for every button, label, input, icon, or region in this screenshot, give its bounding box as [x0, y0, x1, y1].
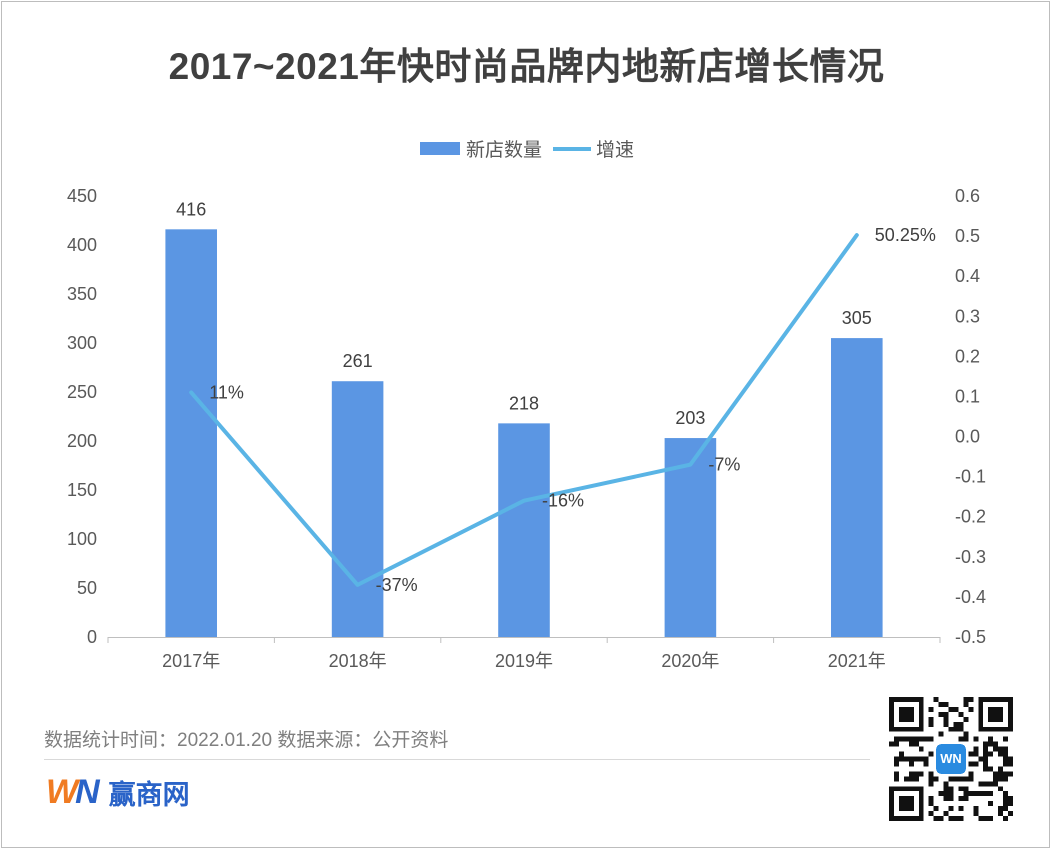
left-tick-label: 400 — [67, 235, 97, 255]
x-tick-label: 2021年 — [828, 651, 886, 671]
left-axis: 0 50 100 150 200 250 300 350 400 450 — [67, 186, 97, 647]
x-axis: 2017年 2018年 2019年 2020年 2021年 — [107, 637, 941, 671]
line-value-label: -7% — [708, 455, 740, 475]
left-tick-label: 350 — [67, 284, 97, 304]
left-tick-label: 100 — [67, 529, 97, 549]
bar-series — [165, 229, 883, 637]
line-value-label: -16% — [542, 491, 584, 511]
brand-name: 赢商网 — [108, 779, 190, 810]
x-tick-label: 2017年 — [162, 651, 220, 671]
bar-value-label: 203 — [675, 408, 705, 428]
right-tick-label: -0.3 — [955, 547, 986, 567]
left-tick-label: 200 — [67, 431, 97, 451]
legend: 新店数量 增速 — [420, 139, 634, 161]
bar — [664, 438, 717, 637]
data-labels: 416 261 218 203 305 11% -37% -16% -7% 50.25% — [176, 199, 936, 595]
left-tick-label: 300 — [67, 333, 97, 353]
qr-center-badge — [936, 744, 966, 774]
bar — [831, 338, 883, 637]
right-tick-label: 0.4 — [955, 266, 980, 286]
qr-code: WN — [889, 697, 1013, 821]
right-tick-label: 0.1 — [955, 386, 980, 406]
line-value-label: 50.25% — [875, 225, 936, 245]
right-tick-label: 0.3 — [955, 306, 980, 326]
x-tick-label: 2019年 — [495, 651, 553, 671]
line-value-label: -37% — [376, 575, 418, 595]
right-axis: -0.5 -0.4 -0.3 -0.2 -0.1 0.0 0.1 0.2 0.3 0.4 0.5 0.… — [955, 186, 986, 647]
right-tick-label: -0.1 — [955, 467, 986, 487]
bar-value-label: 416 — [176, 199, 206, 219]
bar — [498, 423, 550, 637]
footer-note: 数据统计时间：2022.01.20 数据来源：公开资料 — [44, 730, 449, 751]
legend-bar-swatch — [420, 142, 460, 155]
left-tick-label: 0 — [87, 627, 97, 647]
left-tick-label: 50 — [77, 578, 97, 598]
x-tick-label: 2018年 — [329, 651, 387, 671]
footer-divider — [44, 759, 870, 760]
line-series — [189, 233, 859, 587]
legend-line-label: 增速 — [596, 139, 634, 161]
right-tick-label: 0.5 — [955, 226, 980, 246]
line-value-label: 11% — [209, 382, 244, 402]
right-tick-label: -0.4 — [955, 587, 986, 607]
left-tick-label: 450 — [67, 186, 97, 206]
bar — [331, 381, 384, 637]
right-tick-label: 0.6 — [955, 186, 980, 206]
bar-value-label: 261 — [343, 351, 373, 371]
brand-mark: WN — [46, 772, 100, 811]
x-tick-label: 2020年 — [661, 651, 719, 671]
bar-value-label: 305 — [842, 308, 872, 328]
right-tick-label: -0.5 — [955, 627, 986, 647]
brand-logo: WN 赢商网 — [46, 772, 190, 812]
left-tick-label: 150 — [67, 480, 97, 500]
bar-value-label: 218 — [509, 393, 539, 413]
chart-title: 2017~2021年快时尚品牌内地新店增长情况 — [168, 46, 885, 87]
right-tick-label: 0.2 — [955, 346, 980, 366]
right-tick-label: -0.2 — [955, 507, 986, 527]
bar — [165, 229, 217, 637]
right-tick-label: 0.0 — [955, 427, 980, 447]
qr-badge-text: WN — [940, 751, 961, 766]
legend-bar-label: 新店数量 — [466, 139, 542, 161]
left-tick-label: 250 — [67, 382, 97, 402]
